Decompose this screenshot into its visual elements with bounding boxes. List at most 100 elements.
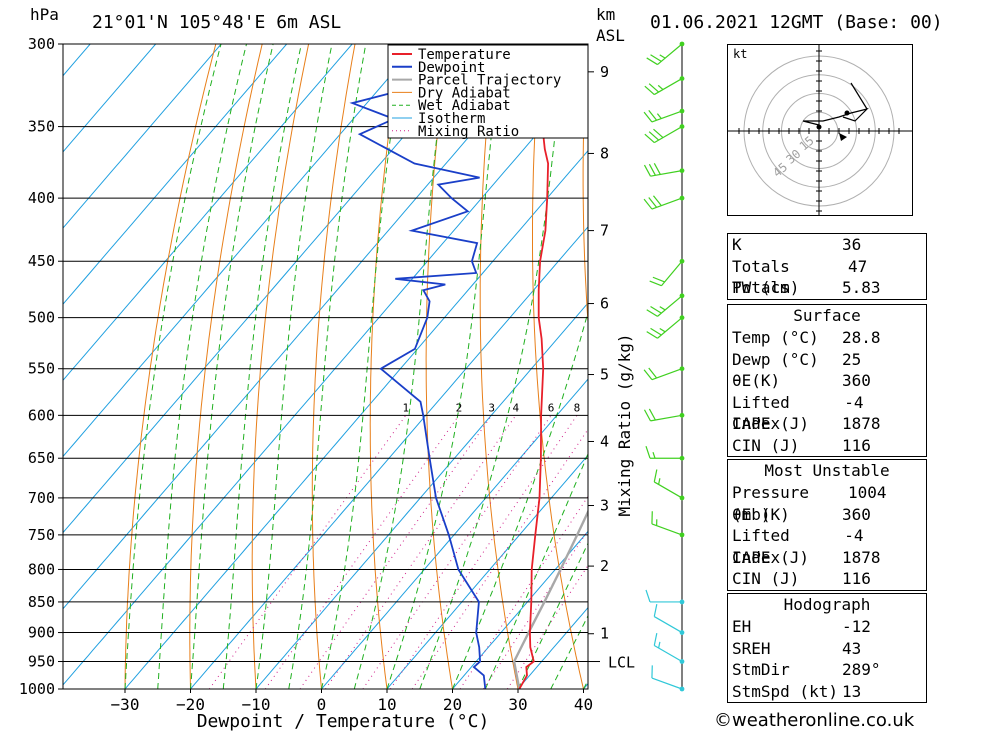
- dry-adiabat-line: [251, 44, 310, 689]
- index-label: PW (cm): [732, 278, 800, 297]
- legend-entry: Temperature: [418, 47, 511, 63]
- isotherm-line: [63, 44, 353, 382]
- hodograph-trace: [850, 82, 868, 110]
- dry-adiabat-line: [582, 44, 588, 329]
- hodo-value: 13: [842, 681, 862, 701]
- table-row: CAPE (J) 1878: [728, 413, 926, 435]
- plot-area: [63, 44, 1000, 689]
- km-tick-label: 9: [600, 63, 609, 81]
- dry-adiabat-line: [479, 44, 519, 689]
- table-row: EH -12: [728, 616, 926, 638]
- hodo-value: -12: [842, 617, 871, 636]
- dry-adiabat-line: [189, 44, 263, 689]
- mixing-ratio-label: 4: [513, 401, 520, 414]
- table-row: Temp (°C) 28.8: [728, 327, 926, 349]
- wind-barb: [644, 124, 685, 144]
- wind-barb: [643, 366, 685, 381]
- mixing-ratio-label: 8: [574, 401, 581, 414]
- pressure-unit: hPa: [30, 5, 59, 24]
- wind-barb: [644, 76, 685, 96]
- temperature-tick-label: 40: [574, 695, 593, 714]
- location-title: 21°01'N 105°48'E 6m ASL: [92, 12, 341, 33]
- pressure-tick-label: 550: [28, 360, 55, 378]
- isotherm-line: [517, 606, 588, 689]
- surface-table: Surface Temp (°C) 28.8 Dewp (°C) 25 θE(K) 3…: [727, 304, 927, 457]
- legend-entry: Dry Adiabat: [418, 85, 511, 101]
- parcel-trajectory-line: [512, 509, 588, 689]
- wind-barb: [645, 589, 685, 605]
- wet-adiabat-line: [157, 44, 247, 689]
- mu-value: 1878: [842, 547, 881, 567]
- mixing-ratio-axis-title: Mixing Ratio (g/kg): [615, 333, 634, 516]
- hodograph-unit: kt: [733, 47, 747, 61]
- pressure-tick-label: 900: [28, 624, 55, 642]
- temperature-tick-label: 0: [317, 695, 327, 714]
- index-value: 36: [842, 235, 862, 254]
- mu-value: 1004: [847, 483, 887, 502]
- mixing-ratio-label: 3: [488, 401, 495, 414]
- surface-label: Temp (°C): [732, 328, 819, 347]
- pressure-tick-label: 650: [28, 449, 55, 467]
- km-tick-label: 8: [600, 144, 609, 162]
- km-tick-label: 3: [600, 497, 609, 515]
- hodo-label: SREH: [732, 638, 771, 658]
- mixing-ratio-line: [264, 415, 460, 689]
- pressure-tick-label: 1000: [19, 680, 55, 698]
- mixing-ratio-line: [208, 415, 407, 689]
- table-row: StmDir 289°: [728, 659, 926, 681]
- wind-barb: [651, 511, 685, 538]
- mixing-ratio-line: [299, 415, 493, 689]
- wind-barb: [651, 665, 685, 692]
- dewpoint-line: [349, 44, 487, 689]
- pressure-tick-label: 600: [28, 406, 55, 424]
- km-tick-label: 4: [600, 432, 609, 450]
- table-row: CAPE (J) 1878: [728, 547, 926, 569]
- hodograph-point: [816, 124, 822, 130]
- mixing-ratio-line: [389, 415, 578, 689]
- table-row: Pressure (mb) 1004: [728, 482, 926, 524]
- wind-barb: [646, 315, 685, 339]
- table-row: CIN (J) 116: [728, 435, 926, 457]
- km-tick-label: 7: [600, 222, 609, 240]
- surface-value: 1878: [842, 414, 881, 433]
- hodograph-trace: [802, 107, 869, 126]
- index-value: 47: [847, 256, 868, 276]
- hodo-value: 43: [842, 638, 862, 658]
- km-tick-label: 2: [600, 557, 609, 575]
- surface-label: Dewp (°C): [732, 349, 819, 369]
- pressure-tick-label: 450: [28, 252, 55, 270]
- wet-adiabat-line: [255, 44, 333, 689]
- mu-label: Lifted Index: [732, 526, 790, 567]
- isotherm-line: [63, 44, 550, 610]
- mixing-ratio-label: 1: [403, 401, 410, 414]
- table-row: CIN (J) 116: [728, 568, 926, 590]
- wet-adiabat-line: [517, 542, 588, 689]
- wet-adiabat-line: [550, 614, 588, 689]
- most-unstable-table: Most Unstable Pressure (mb) 1004 θE (K) 36…: [727, 459, 927, 591]
- legend-entry: Dewpoint: [418, 60, 485, 76]
- wind-barb: [643, 163, 685, 177]
- isotherm-line: [124, 149, 588, 689]
- surface-value: 116: [842, 435, 871, 455]
- km-tick-label: 6: [600, 295, 609, 313]
- hodograph-ring-label: 15: [797, 133, 817, 153]
- credit-link[interactable]: ©weatheronline.co.uk: [714, 710, 915, 731]
- isotherm-line: [190, 226, 588, 689]
- wind-barb: [653, 604, 685, 635]
- table-row: SREH 43: [728, 638, 926, 660]
- table-row: θE (K) 360: [728, 504, 926, 526]
- pressure-tick-label: 750: [28, 526, 55, 544]
- dry-adiabat-line: [311, 44, 356, 689]
- wet-adiabat-line: [353, 44, 450, 689]
- table-row: StmSpd (kt) 13: [728, 681, 926, 703]
- mu-label: Pressure (mb): [732, 483, 810, 524]
- hodograph-title: Hodograph: [783, 595, 871, 614]
- temperature-line: [518, 134, 550, 689]
- mu-label: CAPE (J): [732, 547, 810, 567]
- temperature-tick-label: −20: [176, 695, 205, 714]
- temperature-tick-label: 10: [377, 695, 396, 714]
- dry-adiabat-line: [959, 44, 1000, 689]
- mu-value: 116: [842, 569, 871, 588]
- wind-barb: [643, 108, 685, 123]
